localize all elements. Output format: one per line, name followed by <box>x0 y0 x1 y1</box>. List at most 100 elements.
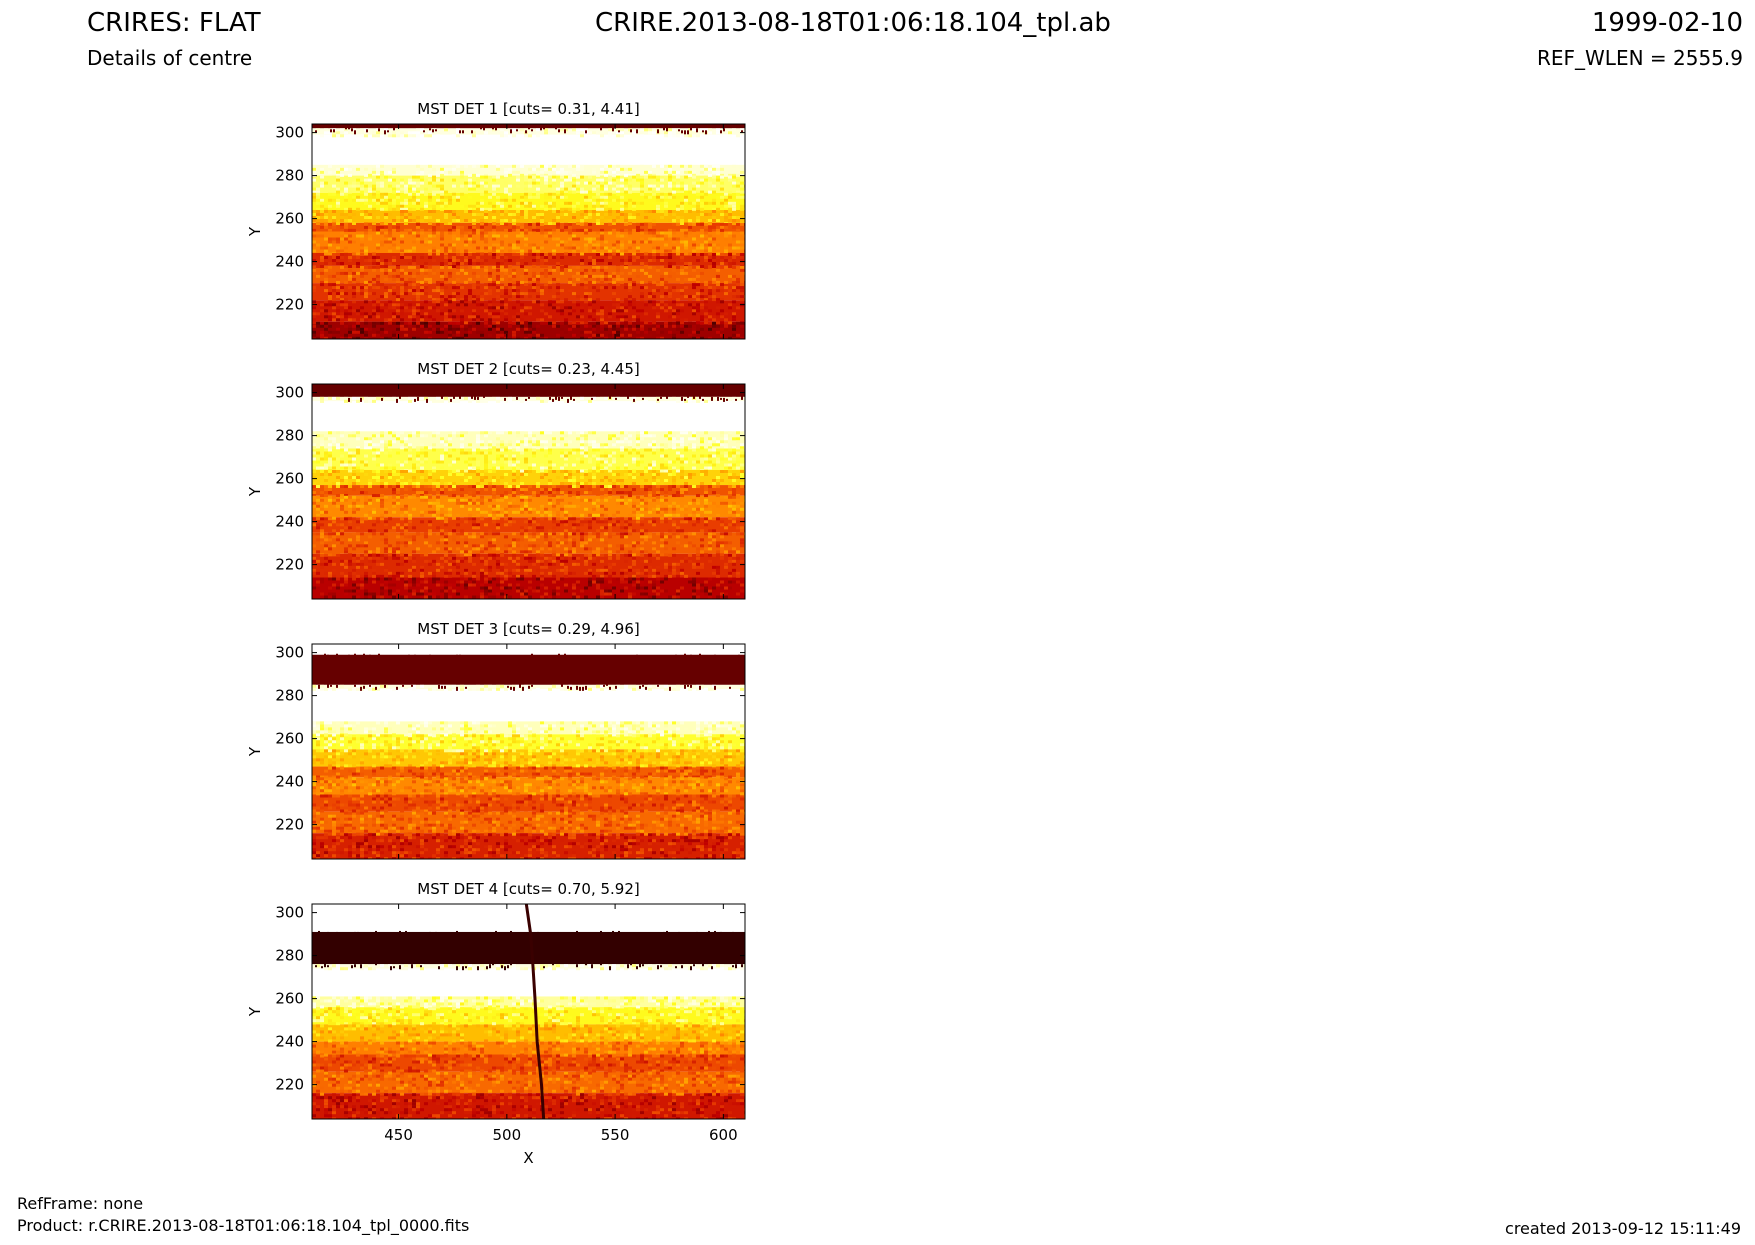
heatmap-pixel <box>324 504 328 508</box>
heatmap-pixel <box>368 237 372 241</box>
heatmap-pixel <box>600 167 604 171</box>
heatmap-pixel <box>448 298 452 302</box>
heatmap-pixel <box>632 303 636 307</box>
heatmap-pixel <box>684 399 688 403</box>
heatmap-pixel <box>444 173 448 177</box>
heatmap-pixel <box>700 181 704 185</box>
heatmap-pixel <box>360 318 364 322</box>
heatmap-pixel <box>688 134 692 138</box>
heatmap-pixel <box>332 198 336 202</box>
heatmap-pixel <box>644 399 648 403</box>
heatmap-pixel <box>660 256 664 259</box>
heatmap-pixel <box>448 454 452 458</box>
heatmap-pixel <box>656 195 660 199</box>
heatmap-pixel <box>580 315 584 319</box>
heatmap-pixel <box>572 237 576 241</box>
heatmap-pixel <box>504 473 508 476</box>
heatmap-pixel <box>396 128 400 132</box>
heatmap-pixel <box>576 222 580 225</box>
heatmap-pixel <box>700 207 704 211</box>
heatmap-pixel <box>648 485 652 489</box>
heatmap-pixel <box>412 280 416 284</box>
heatmap-pixel <box>548 501 552 505</box>
heatmap-pixel <box>448 494 452 498</box>
heatmap-pixel <box>656 303 660 307</box>
heatmap-pixel <box>540 210 544 213</box>
heatmap-pixel <box>704 306 708 310</box>
heatmap-pixel <box>732 315 736 319</box>
heatmap-pixel <box>440 265 444 269</box>
heatmap-pixel <box>676 170 680 174</box>
heatmap-pixel <box>716 513 720 517</box>
heatmap-pixel <box>624 298 628 302</box>
heatmap-pixel <box>452 164 456 168</box>
heatmap-pixel <box>512 466 516 470</box>
heatmap-pixel <box>396 309 400 313</box>
heatmap-pixel <box>612 286 616 290</box>
heatmap-pixel <box>504 187 508 191</box>
heatmap-pixel <box>492 507 496 511</box>
heatmap-pixel <box>572 451 576 455</box>
heatmap-pixel <box>700 253 704 256</box>
heatmap-pixel <box>324 437 328 441</box>
heatmap-pixel <box>336 237 340 241</box>
heatmap-pixel <box>336 295 340 299</box>
heatmap-pixel <box>348 330 352 334</box>
heatmap-pixel <box>556 228 560 232</box>
heatmap-pixel <box>324 237 328 241</box>
heatmap-pixel <box>504 216 508 219</box>
heatmap-pixel <box>464 501 468 505</box>
heatmap-pixel <box>672 494 676 498</box>
heatmap-pixel <box>412 479 416 482</box>
heatmap-pixel <box>460 262 464 265</box>
heatmap-pixel <box>416 454 420 458</box>
heatmap-pixel <box>660 498 664 502</box>
heatmap-pixel <box>676 327 680 331</box>
heatmap-pixel <box>528 204 532 208</box>
heatmap-pixel <box>696 485 700 489</box>
heatmap-pixel <box>352 300 356 304</box>
heatmap-pixel <box>516 443 520 447</box>
heatmap-pixel <box>568 473 572 476</box>
heatmap-pixel <box>568 482 572 485</box>
heatmap-pixel <box>728 473 732 476</box>
heatmap-pixel <box>596 446 600 450</box>
heatmap-pixel <box>484 457 488 461</box>
heatmap-pixel <box>592 249 596 253</box>
heatmap-pixel <box>492 321 496 325</box>
heatmap-pixel <box>432 431 436 435</box>
heatmap-pixel <box>644 175 648 179</box>
heatmap-pixel <box>412 256 416 259</box>
heatmap-pixel <box>392 187 396 191</box>
heatmap-pixel <box>312 190 316 194</box>
heatmap-pixel <box>440 491 444 495</box>
heatmap-pixel <box>536 187 540 191</box>
heatmap-pixel <box>708 228 712 232</box>
heatmap-pixel <box>340 517 344 521</box>
heatmap-pixel <box>628 216 632 219</box>
heatmap-pixel <box>388 431 392 435</box>
heatmap-pixel <box>376 494 380 498</box>
heatmap-pixel <box>732 473 736 476</box>
heatmap-pixel <box>604 219 608 222</box>
heatmap-pixel <box>400 306 404 310</box>
heatmap-pixel <box>344 494 348 498</box>
heatmap-pixel <box>676 277 680 281</box>
heatmap-pixel <box>708 485 712 489</box>
heatmap-pixel <box>508 324 512 328</box>
heatmap-pixel <box>668 184 672 188</box>
heatmap-pixel <box>660 507 664 511</box>
heatmap-pixel <box>664 463 668 467</box>
heatmap-pixel <box>552 201 556 205</box>
heatmap-pixel <box>640 431 644 435</box>
heatmap-pixel <box>336 292 340 296</box>
heatmap-pixel <box>656 396 660 400</box>
heatmap-pixel <box>672 463 676 467</box>
heatmap-pixel <box>672 131 676 135</box>
heatmap-pixel <box>652 303 656 307</box>
heatmap-pixel <box>328 470 332 473</box>
heatmap-pixel <box>568 222 572 226</box>
heatmap-pixel <box>724 446 728 450</box>
heatmap-pixel <box>460 175 464 179</box>
heatmap-pixel <box>536 510 540 514</box>
